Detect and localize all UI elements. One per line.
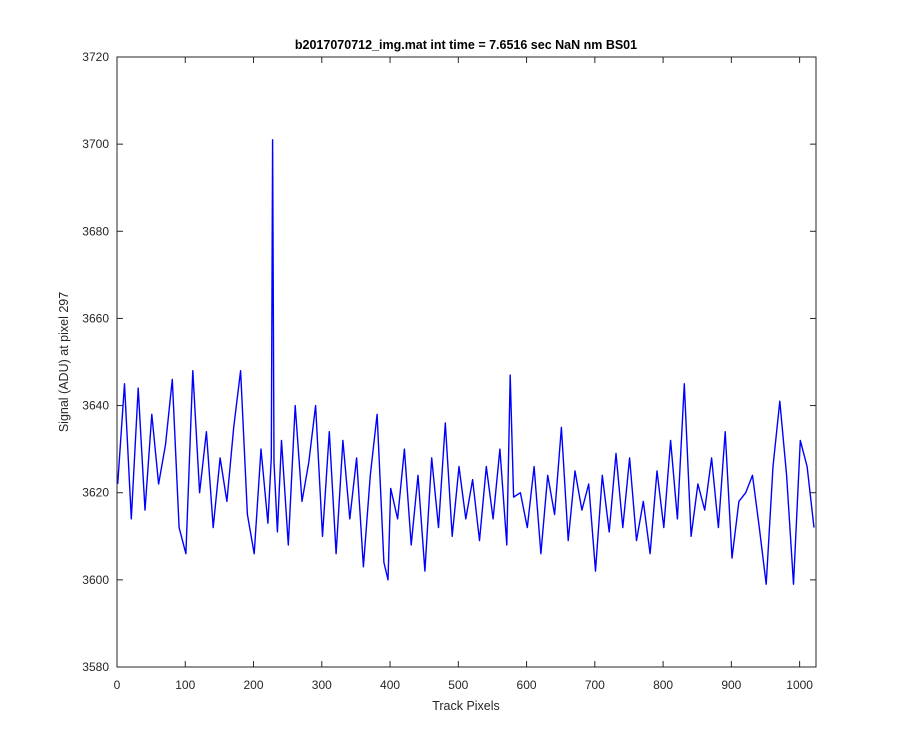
y-tick-label: 3640 xyxy=(82,399,109,413)
plot-area xyxy=(116,56,817,668)
x-tick-label: 400 xyxy=(380,678,400,692)
y-axis-ticks: 3580 3600 3620 3640 3660 3680 3700 3720 xyxy=(82,50,816,674)
x-tick-label: 300 xyxy=(312,678,332,692)
x-tick-label: 500 xyxy=(448,678,468,692)
y-tick-label: 3580 xyxy=(82,660,109,674)
chart-title: b2017070712_img.mat int time = 7.6516 se… xyxy=(295,38,637,52)
x-tick-label: 0 xyxy=(114,678,121,692)
x-tick-label: 600 xyxy=(517,678,537,692)
y-tick-label: 3600 xyxy=(82,573,109,587)
y-tick-label: 3660 xyxy=(82,311,109,325)
x-tick-label: 700 xyxy=(585,678,605,692)
x-tick-label: 200 xyxy=(244,678,264,692)
x-axis-label: Track Pixels xyxy=(432,699,500,713)
y-tick-label: 3700 xyxy=(82,137,109,151)
x-tick-label: 100 xyxy=(175,678,195,692)
axes-box xyxy=(116,56,817,668)
x-tick-label: 900 xyxy=(721,678,741,692)
x-tick-label: 800 xyxy=(653,678,673,692)
y-tick-label: 3620 xyxy=(82,486,109,500)
y-tick-label: 3720 xyxy=(82,50,109,64)
data-series-line xyxy=(117,139,815,585)
y-tick-label: 3680 xyxy=(82,224,109,238)
x-tick-label: 1000 xyxy=(786,678,813,692)
y-axis-label: Signal (ADU) at pixel 297 xyxy=(57,292,71,432)
x-axis-ticks: 0 100 200 300 400 500 600 700 800 900 1000 xyxy=(114,57,813,692)
